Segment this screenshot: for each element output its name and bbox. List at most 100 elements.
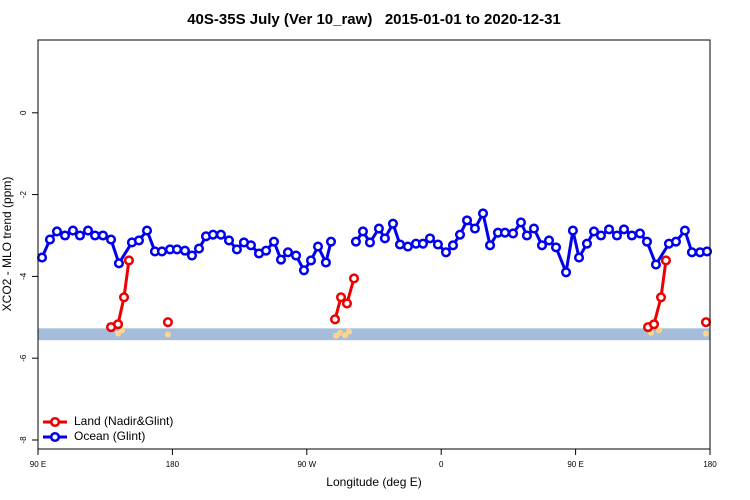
legend-label: Ocean (Glint)	[74, 429, 145, 443]
series-marker	[89, 230, 101, 241]
series-marker	[231, 244, 242, 255]
land-point	[702, 330, 709, 337]
series-marker	[171, 244, 183, 255]
series-marker	[223, 235, 235, 246]
series-marker	[515, 217, 526, 228]
legend-marker	[49, 416, 61, 428]
series-marker	[36, 252, 48, 263]
series-marker	[325, 236, 337, 247]
series-marker	[484, 240, 496, 251]
series-marker	[507, 228, 519, 239]
y-axis-label: XCO2 - MLO trend (ppm)	[0, 177, 14, 312]
series-marker	[51, 226, 63, 237]
series-marker	[550, 242, 562, 253]
series-marker	[350, 236, 361, 247]
series-marker	[193, 243, 205, 254]
series-marker	[113, 258, 124, 269]
series-marker	[543, 235, 555, 246]
series-marker	[469, 223, 480, 234]
land-point	[119, 327, 126, 334]
series-marker	[162, 317, 173, 328]
reference-band	[38, 328, 710, 341]
series-marker	[655, 292, 667, 303]
series-marker	[521, 230, 532, 241]
series-marker	[634, 228, 646, 239]
series-marker	[260, 245, 272, 256]
series-marker	[417, 238, 429, 249]
series-marker	[74, 230, 86, 241]
series-marker	[335, 292, 347, 303]
series-marker	[118, 292, 130, 303]
series-marker	[686, 247, 697, 258]
series-marker	[364, 237, 376, 248]
series-marker	[156, 246, 167, 257]
series-marker	[648, 319, 660, 330]
series-marker	[440, 247, 452, 258]
land-point	[346, 328, 353, 335]
series-marker	[477, 208, 489, 219]
series-marker	[432, 239, 443, 250]
series-marker	[454, 229, 466, 240]
x-tick-label: 180	[703, 460, 717, 469]
series-marker	[312, 241, 324, 252]
series-marker	[618, 224, 630, 235]
series-marker	[341, 298, 353, 309]
series-marker	[650, 259, 661, 270]
x-axis-label: Longitude (deg E)	[326, 475, 421, 489]
series-marker	[626, 230, 637, 241]
series-marker	[44, 234, 55, 245]
land-point	[337, 329, 344, 336]
series-marker	[700, 317, 712, 328]
y-tick-label: -4	[19, 272, 28, 280]
series-marker	[82, 225, 94, 236]
land-point	[115, 330, 122, 337]
chart-title: 40S-35S July (Ver 10_raw) 2015-01-01 to …	[187, 11, 561, 28]
series-marker	[660, 255, 671, 266]
series-marker	[588, 226, 600, 237]
series-marker	[305, 255, 317, 266]
series-marker	[275, 254, 287, 265]
x-tick-label: 90 W	[297, 460, 316, 469]
series-marker	[215, 229, 226, 240]
series-marker	[595, 230, 607, 241]
y-tick-label: 0	[19, 110, 28, 115]
series-marker	[186, 250, 198, 261]
series-marker	[536, 240, 548, 251]
land-point	[342, 332, 349, 339]
series-marker	[611, 230, 623, 241]
series-marker	[67, 225, 78, 236]
land-point	[655, 327, 662, 334]
x-tick-label: 90 E	[567, 460, 583, 469]
series-marker	[567, 225, 578, 236]
plot-frame	[37, 39, 711, 450]
land-point	[164, 331, 171, 338]
series-marker	[447, 240, 459, 251]
series-marker	[268, 236, 279, 247]
series-marker	[123, 255, 134, 266]
series-marker	[701, 246, 713, 257]
series-marker	[670, 236, 682, 247]
series-marker	[402, 241, 413, 252]
series-marker	[179, 245, 190, 256]
series-marker	[394, 239, 406, 250]
y-tick-label: -8	[19, 436, 28, 444]
series-marker	[581, 238, 592, 249]
series-marker	[573, 252, 585, 263]
series-marker	[282, 247, 294, 258]
series-marker	[560, 267, 572, 278]
series-marker	[245, 240, 256, 251]
series-line	[111, 260, 706, 327]
series-marker	[357, 226, 368, 237]
series-marker	[387, 218, 399, 229]
y-tick-label: -2	[19, 191, 28, 199]
legend-label: Land (Nadir&Glint)	[74, 414, 173, 428]
legend-marker	[49, 431, 61, 443]
x-tick-label: 180	[166, 460, 180, 469]
series-marker	[141, 225, 153, 236]
series-marker	[373, 223, 384, 234]
series-marker	[105, 234, 117, 245]
series-marker	[320, 257, 331, 268]
series-marker	[348, 273, 360, 284]
